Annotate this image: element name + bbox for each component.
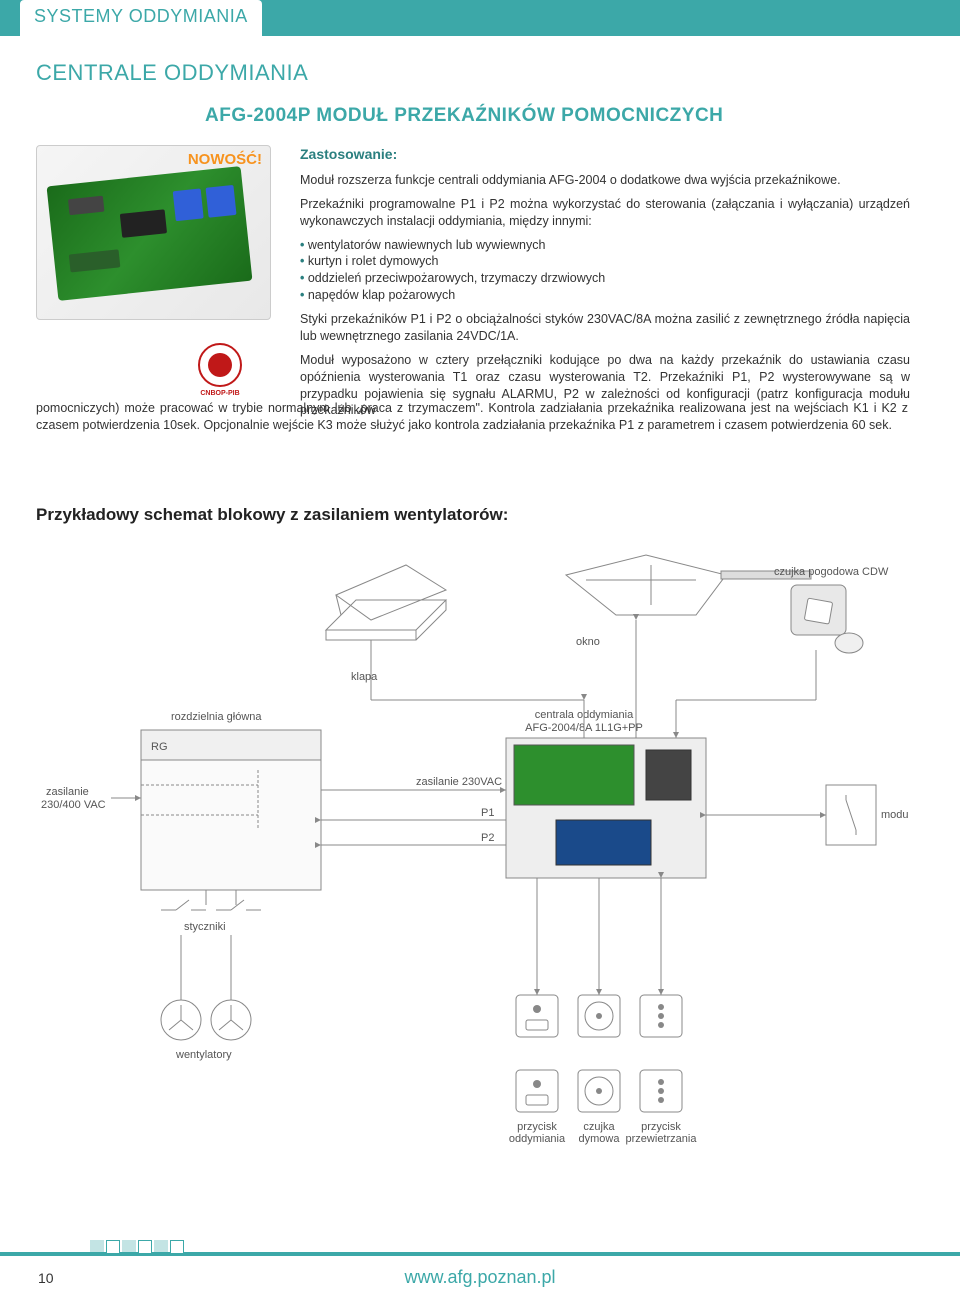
label-czujka-2: dymowa [579, 1133, 621, 1145]
content-block: Zastosowanie: Moduł rozszerza funkcje ce… [300, 145, 910, 426]
label-przew-2: przewietrzania [626, 1133, 698, 1145]
list-item: kurtyn i rolet dymowych [300, 253, 910, 270]
label-przycisk-odd-1: przycisk [517, 1121, 557, 1133]
sub-title: AFG-2004P MODUŁ PRZEKAŹNIKÓW POMOCNICZYC… [205, 105, 723, 127]
pcb-illustration [47, 166, 253, 301]
new-badge: NOWOŚĆ! [188, 151, 262, 168]
label-czujka-1: czujka [583, 1121, 615, 1133]
content-list: wentylatorów nawiewnych lub wywiewnych k… [300, 237, 910, 305]
cert-label: CNBOP-PIB [200, 390, 239, 397]
footer-url: www.afg.poznan.pl [0, 1267, 960, 1288]
label-przycisk-odd-2: oddymiania [509, 1133, 566, 1145]
label-rozdzielnia: rozdzielnia główna [171, 711, 262, 723]
content-para-1: Moduł rozszerza funkcje centrali oddymia… [300, 172, 910, 189]
label-p2: P2 [481, 832, 494, 844]
tab-strip: SYSTEMY ODDYMIANIA [20, 0, 262, 36]
cert-logo: CNBOP-PIB [185, 335, 255, 405]
label-cdw: czujka pogodowa CDW [774, 566, 889, 578]
label-zas230: zasilanie 230VAC [416, 776, 502, 788]
label-wentylatory: wentylatory [175, 1049, 232, 1061]
content-para-2: Przekaźniki programowalne P1 i P2 można … [300, 196, 910, 230]
content-wide: pomocniczych) może pracować w trybie nor… [36, 400, 908, 434]
label-styczniki: styczniki [184, 921, 226, 933]
schema-title: Przykładowy schemat blokowy z zasilaniem… [36, 505, 508, 525]
label-rg: RG [151, 741, 168, 753]
label-okno: okno [576, 636, 600, 648]
list-item: wentylatorów nawiewnych lub wywiewnych [300, 237, 910, 254]
schema-diagram: okno czujka pogodowa CDW klapa rozdzieln… [36, 540, 908, 1180]
footer-decoration [90, 1240, 184, 1254]
content-heading: Zastosowanie: [300, 145, 910, 164]
list-item: oddzieleń przeciwpożarowych, trzymaczy d… [300, 270, 910, 287]
label-p1: P1 [481, 807, 494, 819]
page-number: 10 [38, 1270, 54, 1286]
product-image: NOWOŚĆ! [36, 145, 271, 320]
label-klapa: klapa [351, 671, 378, 683]
content-para-3: Styki przekaźników P1 i P2 o obciążalnoś… [300, 311, 910, 345]
list-item: napędów klap pożarowych [300, 287, 910, 304]
section-title: CENTRALE ODDYMIANIA [36, 60, 308, 86]
label-zas400-2: 230/400 VAC [41, 799, 106, 811]
cert-icon [198, 343, 242, 387]
label-zas400-1: zasilanie [46, 786, 89, 798]
tab-title: SYSTEMY ODDYMIANIA [34, 6, 248, 26]
label-przew-1: przycisk [641, 1121, 681, 1133]
label-ssp: moduł SSP [881, 809, 908, 821]
